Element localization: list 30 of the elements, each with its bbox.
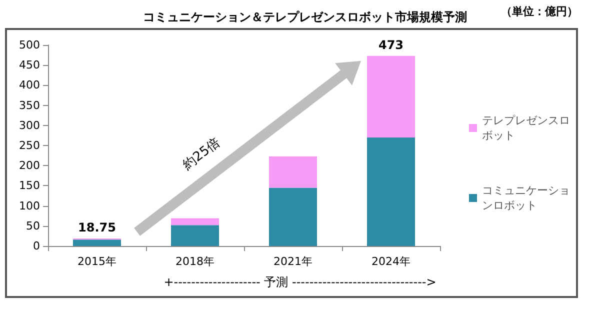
y-tick-label: 100: [19, 199, 40, 212]
text: +-------------------- 予測 ------------------------------->: [164, 275, 436, 289]
bar: [269, 188, 317, 246]
total-label: 473: [378, 38, 404, 52]
annotation: 約25倍: [180, 135, 224, 174]
y-tick-label: 50: [26, 219, 40, 232]
total-label: 18.75: [78, 220, 116, 234]
y-tick-label: 250: [19, 139, 40, 152]
y-tick-label: 150: [19, 179, 40, 192]
y-tick-label: 200: [19, 159, 40, 172]
y-tick-label: 0: [33, 240, 40, 252]
text: （単位：億円）: [501, 5, 578, 18]
y-tick-label: 300: [19, 118, 40, 132]
y-tick-label: 450: [19, 58, 40, 72]
bar: [171, 218, 219, 226]
x-tick-label: 2024年: [372, 255, 410, 268]
x-tick-label: 2018年: [176, 255, 214, 268]
bar: [367, 56, 415, 138]
chart-title: コミュニケーション＆テレプレゼンスロボット市場規模予測: [143, 10, 467, 24]
y-tick-label: 500: [19, 38, 40, 52]
bar: [367, 137, 415, 246]
x-tick-label: 2015年: [78, 255, 116, 268]
y-tick-label: 350: [19, 98, 40, 112]
y-tick-label: 400: [19, 78, 40, 92]
legend-label: テレプレゼンスロボット: [482, 114, 570, 142]
bar: [171, 225, 219, 246]
x-tick-label: 2021年: [274, 255, 312, 268]
legend-label: コミュニケーションロボット: [482, 184, 570, 212]
bar: [269, 156, 317, 188]
bar: [73, 240, 121, 246]
